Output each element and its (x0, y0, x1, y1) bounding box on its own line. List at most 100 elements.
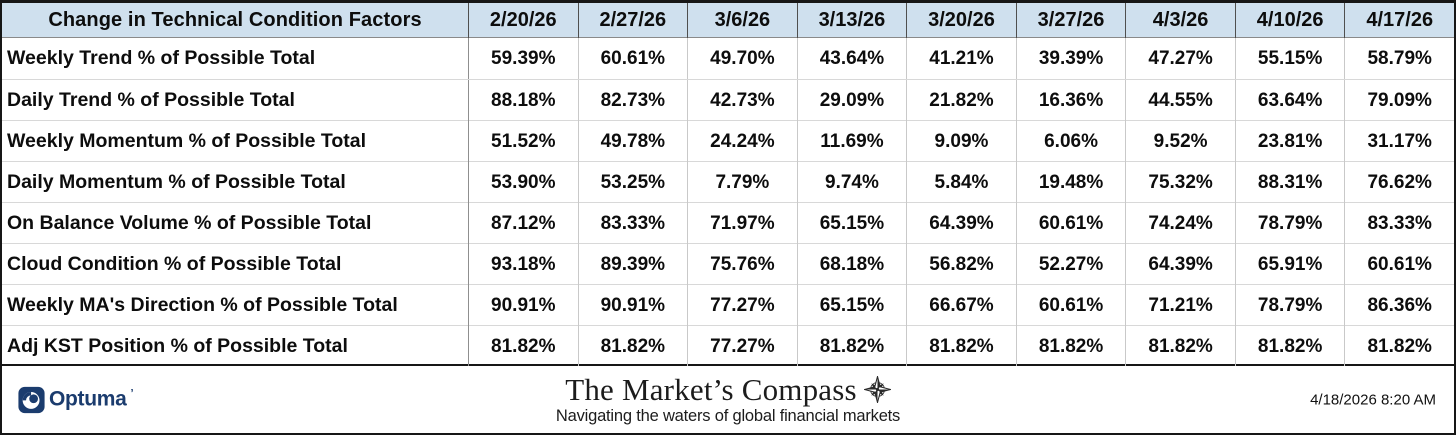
value-cell: 68.18% (796, 244, 907, 285)
value-cell: 90.91% (468, 285, 578, 326)
table-row: Cloud Condition % of Possible Total 93.18… (2, 243, 1454, 285)
table-title: Change in Technical Condition Factors (48, 9, 422, 31)
value-cell: 65.15% (796, 285, 907, 326)
date-header-cell: 3/27/26 (1015, 3, 1126, 38)
value-cell: 81.82% (577, 326, 688, 367)
value-cell: 60.61% (1015, 285, 1126, 326)
value-cell: 53.90% (468, 162, 578, 203)
value-cell: 60.61% (1015, 203, 1126, 244)
value-cell: 82.73% (577, 80, 688, 121)
value-cell: 41.21% (906, 38, 1016, 79)
value-cell: 76.62% (1344, 162, 1454, 203)
table-row: Daily Momentum % of Possible Total 53.90%… (2, 161, 1454, 203)
date-header-cell: 4/3/26 (1125, 3, 1235, 38)
value-cell: 39.39% (1015, 38, 1126, 79)
date-header-cell: 3/13/26 (796, 3, 907, 38)
value-cell: 23.81% (1234, 121, 1345, 162)
brand-subtitle: Navigating the waters of global financia… (555, 406, 901, 425)
value-cell: 81.82% (796, 326, 907, 367)
value-cell: 24.24% (687, 121, 797, 162)
row-label: Cloud Condition % of Possible Total (7, 253, 342, 275)
brand-block: The Market’s Compass Navigating the wate… (556, 374, 900, 425)
value-cell: 7.79% (687, 162, 797, 203)
value-cell: 88.31% (1234, 162, 1345, 203)
value-cell: 55.15% (1234, 38, 1345, 79)
row-label: Weekly MA's Direction % of Possible Tota… (7, 294, 398, 316)
value-cell: 44.55% (1125, 80, 1235, 121)
row-label: Daily Trend % of Possible Total (7, 89, 295, 111)
optuma-logo: Optuma ’ (18, 386, 134, 413)
optuma-wave-icon (18, 386, 45, 413)
table-row: Weekly Momentum % of Possible Total 51.52… (2, 120, 1454, 162)
value-cell: 83.33% (577, 203, 688, 244)
value-cell: 31.17% (1344, 121, 1454, 162)
row-label: Adj KST Position % of Possible Total (7, 335, 348, 357)
value-cell: 66.67% (906, 285, 1016, 326)
date-header-cell: 3/6/26 (687, 3, 797, 38)
value-cell: 74.24% (1125, 203, 1235, 244)
value-cell: 47.27% (1125, 38, 1235, 79)
table-row: Daily Trend % of Possible Total 88.18% 82.… (2, 79, 1454, 121)
date-header-cell: 4/10/26 (1234, 3, 1345, 38)
value-cell: 49.70% (687, 38, 797, 79)
date-header-cell: 3/20/26 (906, 3, 1016, 38)
value-cell: 78.79% (1234, 203, 1345, 244)
value-cell: 89.39% (577, 244, 688, 285)
table-header-row: Change in Technical Condition Factors 2/… (2, 3, 1454, 38)
value-cell: 19.48% (1015, 162, 1126, 203)
value-cell: 59.39% (468, 38, 578, 79)
value-cell: 42.73% (687, 80, 797, 121)
value-cell: 86.36% (1344, 285, 1454, 326)
value-cell: 77.27% (687, 285, 797, 326)
value-cell: 58.79% (1344, 38, 1454, 79)
table-body: Weekly Trend % of Possible Total 59.39% 60… (2, 38, 1454, 367)
value-cell: 51.52% (468, 121, 578, 162)
value-cell: 43.64% (796, 38, 907, 79)
value-cell: 71.97% (687, 203, 797, 244)
table-row: Adj KST Position % of Possible Total 81.8… (2, 325, 1454, 367)
value-cell: 81.82% (1344, 326, 1454, 367)
value-cell: 60.61% (1344, 244, 1454, 285)
value-cell: 65.15% (796, 203, 907, 244)
date-header-cell: 4/17/26 (1344, 3, 1454, 38)
row-label: Weekly Momentum % of Possible Total (7, 130, 367, 152)
value-cell: 5.84% (906, 162, 1016, 203)
technical-condition-table: Change in Technical Condition Factors 2/… (2, 3, 1454, 367)
value-cell: 65.91% (1234, 244, 1345, 285)
value-cell: 53.25% (577, 162, 688, 203)
value-cell: 81.82% (906, 326, 1016, 367)
table-row: Weekly Trend % of Possible Total 59.39% 60… (2, 38, 1454, 79)
value-cell: 81.82% (468, 326, 578, 367)
value-cell: 79.09% (1344, 80, 1454, 121)
date-header-cell: 2/20/26 (468, 3, 578, 38)
table-row: Weekly MA's Direction % of Possible Tota… (2, 284, 1454, 326)
value-cell: 49.78% (577, 121, 688, 162)
value-cell: 88.18% (468, 80, 578, 121)
value-cell: 52.27% (1015, 244, 1126, 285)
value-cell: 16.36% (1015, 80, 1126, 121)
value-cell: 21.82% (906, 80, 1016, 121)
value-cell: 81.82% (1234, 326, 1345, 367)
row-label: Weekly Trend % of Possible Total (7, 47, 316, 69)
value-cell: 93.18% (468, 244, 578, 285)
table-row: On Balance Volume % of Possible Total 87.… (2, 202, 1454, 244)
footer: Optuma ’ The Market’s Compass Navigating… (2, 366, 1454, 433)
value-cell: 78.79% (1234, 285, 1345, 326)
value-cell: 9.09% (906, 121, 1016, 162)
value-cell: 81.82% (1015, 326, 1126, 367)
value-cell: 87.12% (468, 203, 578, 244)
date-header-cell: 2/27/26 (577, 3, 688, 38)
optuma-logo-text: Optuma (49, 387, 127, 411)
brand-title: The Market’s Compass (565, 371, 857, 407)
value-cell: 60.61% (577, 38, 688, 79)
optuma-trademark-tick: ’ (130, 387, 134, 399)
value-cell: 9.52% (1125, 121, 1235, 162)
timestamp: 4/18/2026 8:20 AM (1310, 391, 1436, 408)
compass-rose-icon (863, 375, 891, 403)
value-cell: 64.39% (906, 203, 1016, 244)
value-cell: 81.82% (1125, 326, 1235, 367)
value-cell: 71.21% (1125, 285, 1235, 326)
value-cell: 56.82% (906, 244, 1016, 285)
value-cell: 11.69% (796, 121, 907, 162)
value-cell: 83.33% (1344, 203, 1454, 244)
